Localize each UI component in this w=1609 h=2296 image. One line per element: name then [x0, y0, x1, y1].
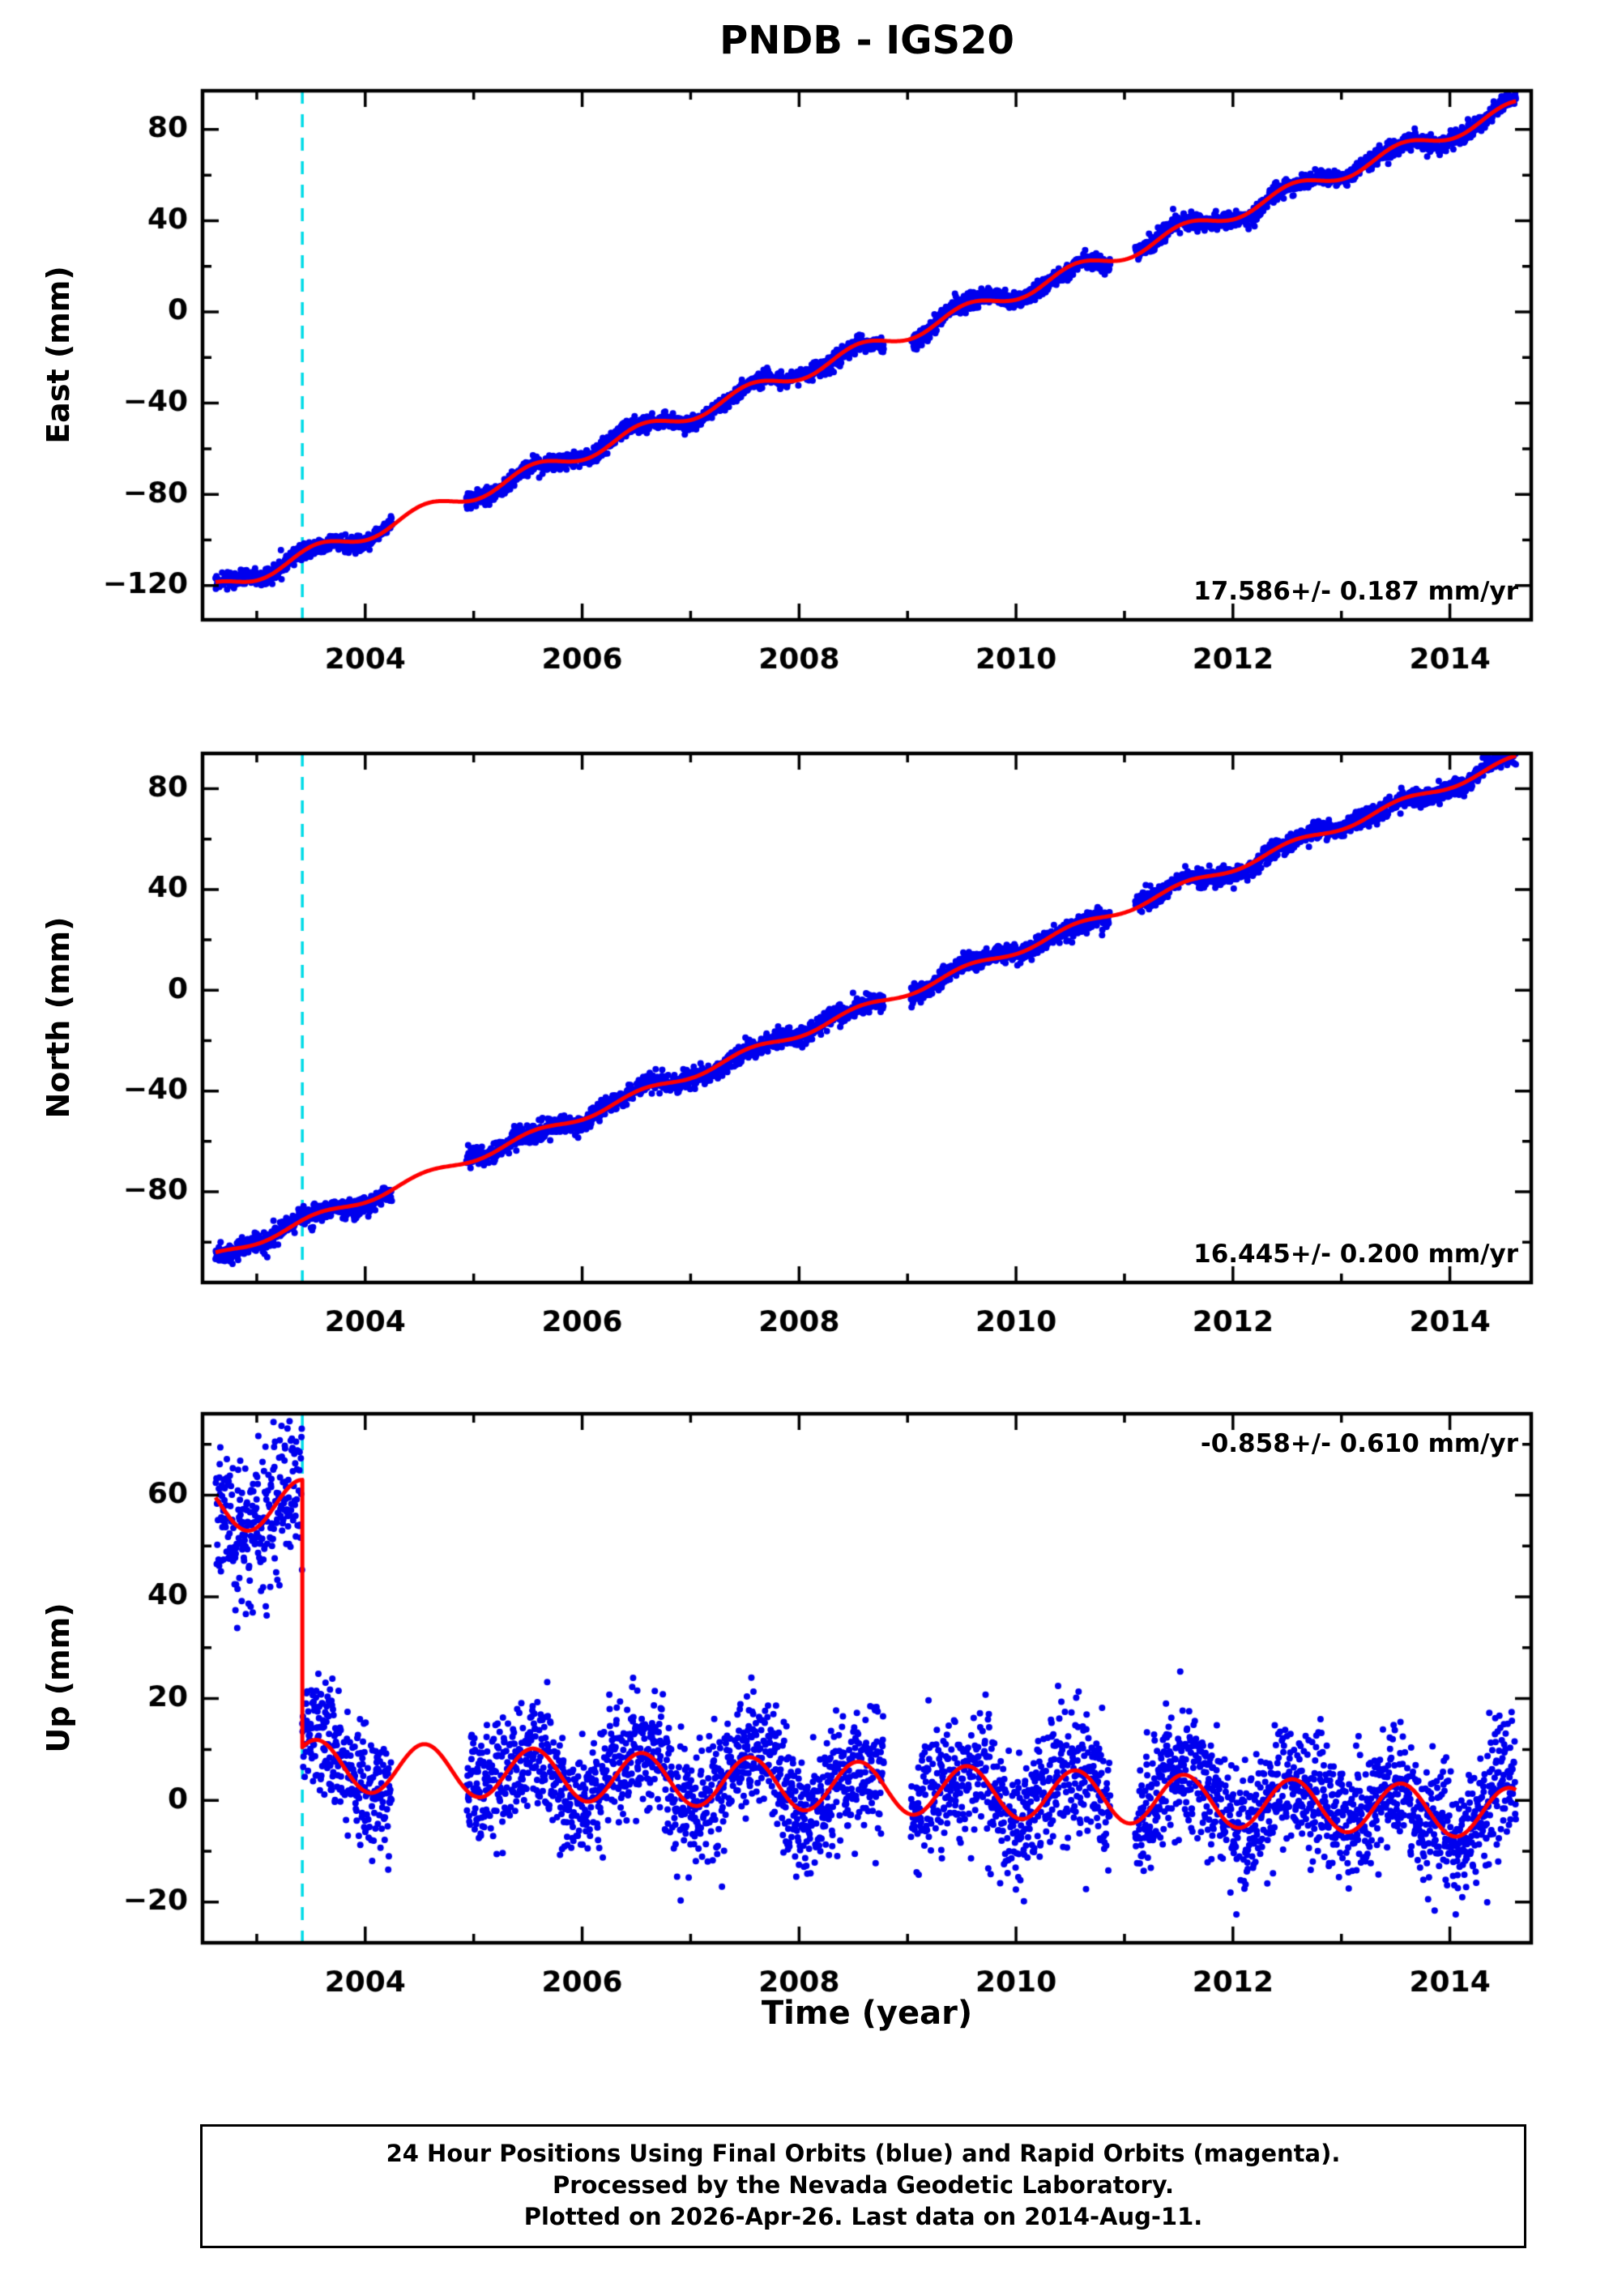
up-rate-annotation: -0.858+/- 0.610 mm/yr: [1200, 1429, 1518, 1458]
footer-line-dates: Plotted on 2026-Apr-26. Last data on 201…: [523, 2203, 1203, 2230]
north-axis-label: North (mm): [41, 916, 76, 1119]
up-axis-label: Up (mm): [41, 1603, 76, 1753]
footer-line-orbits: 24 Hour Positions Using Final Orbits (bl…: [386, 2140, 1341, 2167]
time-axis-label: Time (year): [761, 1995, 973, 2032]
footer-line-processed-by: Processed by the Nevada Geodetic Laborat…: [552, 2171, 1175, 2199]
east-axis-label: East (mm): [41, 266, 76, 444]
footer-note-box: 24 Hour Positions Using Final Orbits (bl…: [200, 2124, 1526, 2248]
north-rate-annotation: 16.445+/- 0.200 mm/yr: [1193, 1240, 1518, 1269]
page-title: PNDB - IGS20: [719, 18, 1014, 63]
east-rate-annotation: 17.586+/- 0.187 mm/yr: [1193, 577, 1518, 606]
